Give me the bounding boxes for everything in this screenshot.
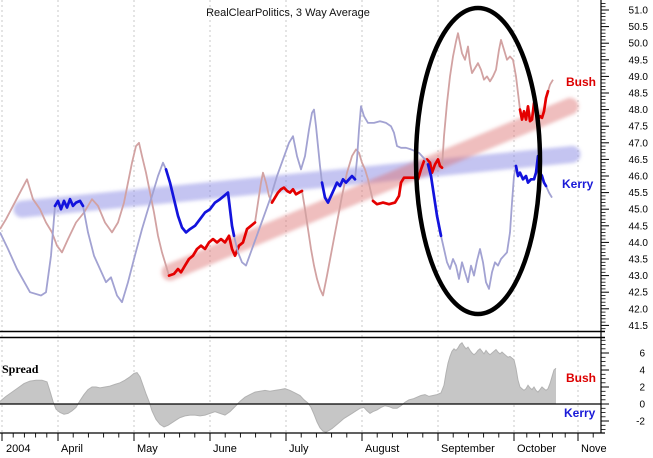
x-axis-month-label: June bbox=[213, 443, 237, 455]
spread-area-outline bbox=[0, 342, 557, 433]
spread-area bbox=[0, 342, 556, 433]
kerry-series-label: Kerry bbox=[562, 177, 594, 191]
x-axis-month-label: September bbox=[441, 443, 495, 455]
bush-bold-segment bbox=[167, 221, 257, 277]
kerry-trend-band bbox=[13, 145, 581, 218]
spread-axis-tick-label: 2 bbox=[639, 383, 645, 394]
y-axis-tick-label: 50.5 bbox=[629, 22, 649, 33]
x-axis-month-label: July bbox=[289, 443, 309, 455]
y-axis-tick-label: 48.5 bbox=[629, 89, 649, 100]
y-axis-tick-label: 42.0 bbox=[629, 304, 649, 315]
spread-panel-label: Spread bbox=[2, 362, 39, 376]
annotation-ellipse bbox=[413, 5, 543, 317]
kerry-spread-label: Kerry bbox=[564, 406, 596, 420]
bush-spread-label: Bush bbox=[566, 371, 596, 385]
x-axis-month-label: April bbox=[61, 443, 83, 455]
y-axis-tick-label: 48.0 bbox=[629, 105, 649, 116]
spread-axis-tick-label: 4 bbox=[639, 366, 645, 377]
x-axis-month-label: Nove bbox=[581, 443, 607, 455]
x-axis-month-label: October bbox=[517, 443, 556, 455]
y-axis-tick-label: 44.0 bbox=[629, 238, 649, 249]
y-axis-tick-label: 45.0 bbox=[629, 205, 649, 216]
y-axis-tick-label: 46.0 bbox=[629, 172, 649, 183]
x-axis-month-label: August bbox=[365, 443, 399, 455]
bush-series-label: Bush bbox=[566, 75, 596, 89]
y-axis-tick-label: 42.5 bbox=[629, 288, 649, 299]
y-axis-tick-label: 51.0 bbox=[629, 6, 649, 17]
y-axis-tick-label: 43.0 bbox=[629, 271, 649, 282]
kerry-bold-segment bbox=[320, 174, 357, 204]
y-axis-tick-label: 49.0 bbox=[629, 72, 649, 83]
y-axis-tick-label: 50.0 bbox=[629, 39, 649, 50]
kerry-bold-segment bbox=[53, 197, 85, 211]
x-axis-month-label: May bbox=[137, 443, 158, 455]
y-axis-tick-label: 46.5 bbox=[629, 155, 649, 166]
chart-title: RealClearPolitics, 3 Way Average bbox=[206, 7, 370, 19]
y-axis-tick-label: 44.5 bbox=[629, 221, 649, 232]
y-axis-tick-label: 41.5 bbox=[629, 321, 649, 332]
y-axis-tick-label: 49.5 bbox=[629, 55, 649, 66]
y-axis-tick-label: 47.5 bbox=[629, 122, 649, 133]
x-axis-month-label: 2004 bbox=[6, 443, 30, 455]
y-axis-tick-label: 43.5 bbox=[629, 255, 649, 266]
kerry-bold-segment bbox=[164, 168, 236, 238]
y-axis-tick-label: 47.0 bbox=[629, 138, 649, 149]
bush-bold-segment bbox=[270, 186, 304, 204]
spread-axis-tick-label: -2 bbox=[636, 417, 645, 428]
y-axis-tick-label: 45.5 bbox=[629, 188, 649, 199]
bush-pale-line bbox=[0, 32, 554, 297]
spread-axis-tick-label: 0 bbox=[639, 400, 645, 411]
kerry-bold-segment bbox=[426, 163, 443, 238]
spread-axis-tick-label: 6 bbox=[639, 349, 645, 360]
